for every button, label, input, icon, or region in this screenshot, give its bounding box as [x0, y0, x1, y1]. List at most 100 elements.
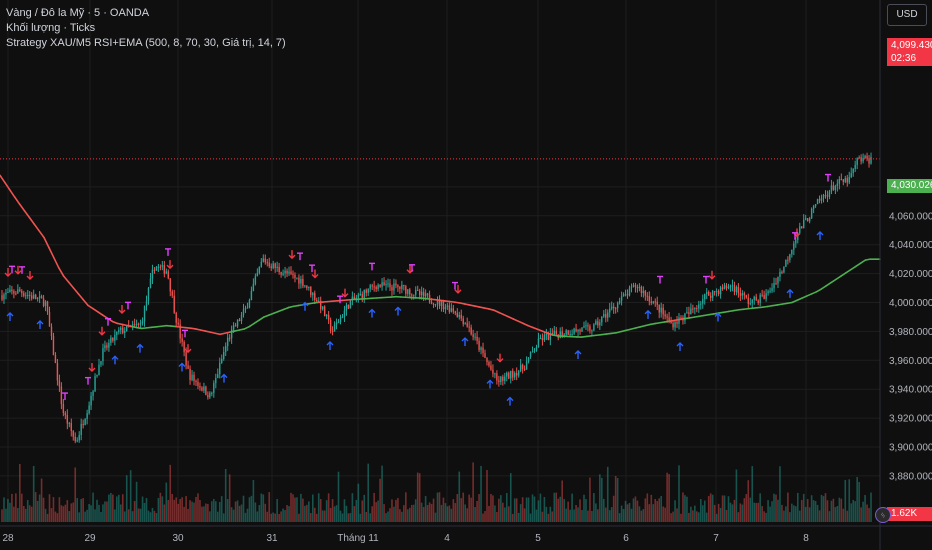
symbol-legend[interactable]: Vàng / Đô la Mỹ · 5 · OANDA [6, 7, 150, 19]
volume-bar [531, 494, 534, 522]
candle-body [864, 155, 866, 159]
volume-bar [199, 500, 201, 522]
volume-bar [211, 501, 213, 522]
candle-body [595, 321, 597, 325]
volume-bar [684, 495, 686, 522]
volume-bar [278, 513, 280, 522]
candle-body [656, 301, 658, 305]
volume-bar [133, 501, 136, 522]
volume-bar [410, 504, 413, 522]
candle-body [735, 286, 738, 292]
volume-legend[interactable]: Khối lượng · Ticks [6, 22, 96, 34]
candle-body [44, 301, 47, 306]
volume-bar [751, 466, 754, 522]
candle-body [246, 307, 249, 309]
volume-bar [517, 512, 520, 522]
candle-body [472, 334, 474, 337]
volume-bar [300, 493, 302, 522]
volume-bar [232, 509, 235, 522]
candle-body [151, 269, 154, 279]
volume-bar [725, 510, 728, 522]
volume-bar [539, 493, 542, 522]
volume-bar [521, 497, 524, 522]
x-tick-label: 4 [444, 533, 450, 544]
candle-body [290, 271, 292, 274]
volume-bar [561, 480, 564, 522]
volume-bar [254, 502, 257, 522]
volume-bar [102, 504, 104, 522]
candle-body [434, 304, 437, 306]
candle-body [559, 331, 561, 338]
ema-segment [243, 325, 251, 330]
candle-body [74, 436, 76, 442]
volume-bar [369, 513, 371, 522]
candle-body [725, 285, 728, 289]
candle-body [21, 291, 23, 294]
time-axis[interactable]: 28 29 30 31 Tháng 11 4 5 6 7 8 [0, 525, 932, 544]
volume-bar [741, 504, 744, 522]
tradingview-logo-icon[interactable]: ᛃ [875, 507, 891, 523]
volume-bar [509, 473, 512, 522]
volume-bar [260, 493, 263, 522]
candle-body [157, 266, 160, 268]
sell-arrow-icon [166, 260, 174, 270]
candle-body [696, 308, 698, 310]
volume-bar [670, 513, 672, 522]
ema-segment [507, 315, 515, 320]
candle-body [280, 272, 282, 275]
candle-body [763, 295, 765, 299]
candle-body [258, 266, 261, 273]
volume-bar [789, 512, 791, 522]
volume-bar [737, 512, 740, 522]
candle-body [563, 334, 565, 336]
candle-body [450, 308, 453, 312]
candle-body [327, 314, 330, 320]
ema-segment [145, 326, 153, 329]
price-axis[interactable]: 3,880.000 3,900.000 3,920.000 3,940.000 3,96… [879, 0, 932, 550]
volume-bar [703, 500, 706, 522]
volume-bar [193, 502, 195, 522]
candle-body [678, 317, 680, 324]
volume-bar [114, 509, 116, 522]
volume-bar [165, 482, 168, 522]
ema-segment [673, 318, 681, 322]
volume-bar [686, 496, 688, 522]
candle-body [23, 293, 25, 296]
candle-body [828, 191, 831, 197]
volume-bar [54, 511, 57, 522]
ema-segment [258, 316, 265, 321]
volume-bar [601, 477, 603, 522]
candle-body [5, 292, 7, 295]
volume-bar [294, 497, 296, 522]
volume-bar [549, 506, 552, 522]
candle-body [185, 352, 187, 366]
volume-bar [135, 481, 138, 522]
volume-bar [393, 506, 395, 522]
candle-body [284, 270, 286, 274]
candle-body [54, 355, 57, 363]
ema-segment [678, 317, 686, 321]
volume-bar [302, 498, 304, 522]
volume-bar [816, 504, 819, 522]
candle-body [549, 332, 552, 340]
exit-marker-icon [182, 329, 188, 338]
candle-body [187, 365, 189, 369]
candle-body [767, 291, 769, 294]
strategy-legend[interactable]: Strategy XAU/M5 RSI+EMA (500, 8, 70, 30,… [6, 37, 286, 49]
candle-body [189, 368, 191, 381]
buy-arrow-icon [301, 301, 309, 311]
candle-body [118, 330, 120, 332]
volume-bar [870, 492, 872, 522]
volume-bar [268, 492, 271, 522]
volume-bar [767, 500, 769, 522]
volume-bar [794, 506, 797, 522]
currency-button[interactable]: USD [887, 4, 927, 26]
volume-bar [858, 481, 860, 522]
candle-body [3, 294, 5, 300]
volume-bar [26, 500, 29, 522]
x-tick-label: 30 [172, 533, 184, 544]
volume-bar [571, 493, 573, 522]
candle-body [15, 293, 17, 295]
candle-body [535, 347, 538, 351]
